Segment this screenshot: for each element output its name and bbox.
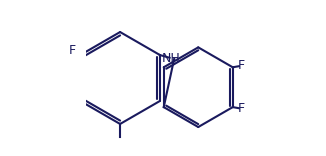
Text: F: F	[238, 59, 245, 72]
Text: NH: NH	[162, 52, 181, 65]
Text: F: F	[68, 44, 75, 57]
Text: F: F	[238, 102, 245, 115]
